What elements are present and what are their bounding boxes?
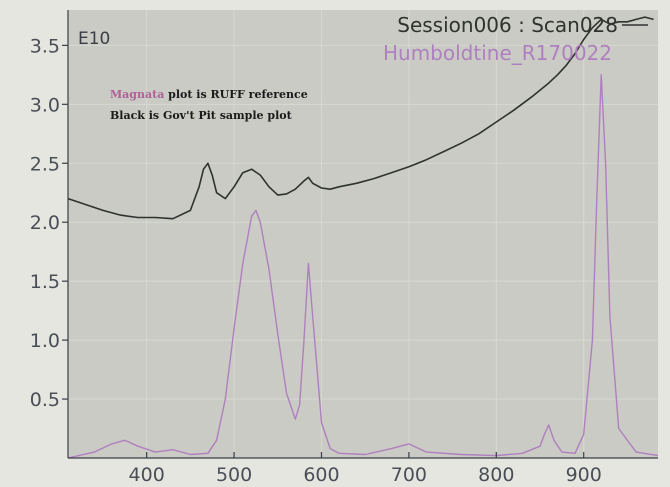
legend: Session006 : Scan028 Humboldtine_R170022	[383, 13, 648, 65]
y-tick-label: 2.5	[30, 153, 60, 175]
y-tick-label: 1.0	[30, 330, 60, 352]
y-ticks: 0.5 1.0 1.5 2.0 2.5 3.0 3.5	[30, 35, 68, 411]
x-tick-label: 800	[478, 464, 514, 486]
grid	[68, 10, 658, 458]
legend-entry-1: Humboldtine_R170022	[383, 41, 612, 65]
y-tick-label: 3.5	[30, 35, 60, 57]
y-tick-label: 0.5	[30, 389, 60, 411]
series-line-0	[67, 16, 654, 220]
x-tick-label: 500	[216, 464, 252, 486]
x-tick-label: 600	[303, 464, 339, 486]
y-multiplier-label: E10	[78, 29, 110, 49]
y-tick-label: 3.0	[30, 94, 60, 116]
annotation-rest: plot is RUFF reference	[164, 88, 307, 101]
x-ticks: 400 500 600 700 800 900	[129, 452, 602, 486]
annotation-line-2: Black is Gov't Pit sample plot	[110, 109, 293, 122]
annotation-highlight: Magnata	[110, 88, 164, 101]
annotation-line-1: Magnata plot is RUFF reference	[110, 88, 308, 101]
x-tick-label: 900	[566, 464, 602, 486]
y-tick-label: 2.0	[30, 212, 60, 234]
y-tick-label: 1.5	[30, 271, 60, 293]
x-tick-label: 400	[129, 464, 165, 486]
plot-area	[68, 10, 658, 458]
x-tick-label: 700	[391, 464, 427, 486]
series-line-1	[67, 74, 659, 459]
annotation: Magnata plot is RUFF reference Black is …	[110, 88, 308, 122]
legend-entry-0: Session006 : Scan028	[397, 13, 618, 37]
series-layer	[67, 16, 659, 459]
